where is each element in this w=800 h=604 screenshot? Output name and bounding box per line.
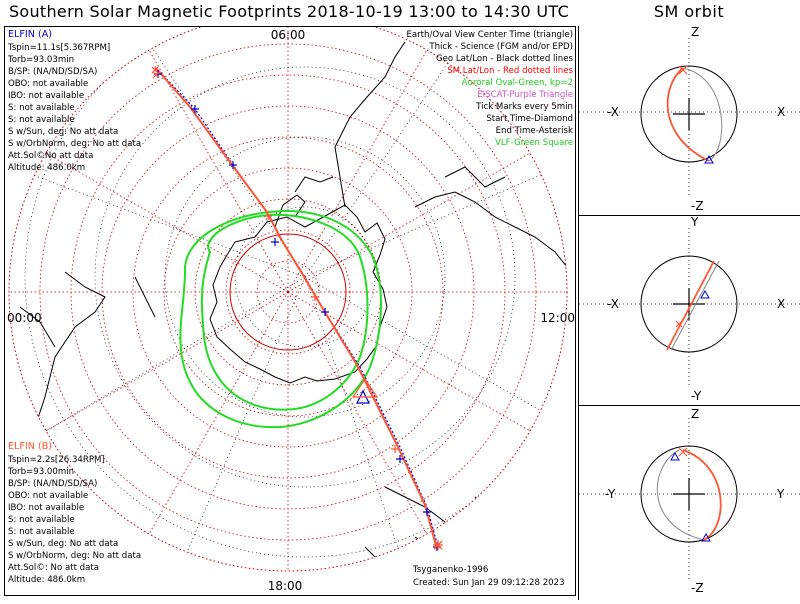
satellite-a-info: ELFIN (A) Tspin=11.1s[5.367RPM] Torb=93.…: [7, 29, 141, 173]
geo-grid: [9, 13, 567, 571]
sm-axis-label: Y: [776, 487, 785, 501]
sm-axis-label: -X: [607, 105, 619, 119]
coastlines: [19, 41, 567, 571]
satellite-b-line: Tspin=2.2s[26.34RPM]: [7, 455, 105, 465]
legend-entry: Thick - Science (FGM and/or EPD): [428, 42, 573, 52]
satellite-b-line: Torb=93.00min: [7, 467, 74, 477]
sm-pole-circle: [229, 233, 347, 351]
satellite-a-line: IBO: not available: [8, 91, 84, 101]
satellite-a-line: S w/Sun, deg: No att data: [8, 127, 118, 137]
sm-orbit-title: SM orbit: [653, 2, 725, 21]
created-timestamp: Created: Sun Jan 29 09:12:28 2023: [413, 578, 565, 588]
sm-axis-label: Z: [691, 407, 699, 421]
satellite-b-line: OBO: not available: [8, 491, 88, 501]
view-center-triangle: [351, 377, 379, 404]
satellite-b-name: ELFIN (B): [8, 441, 52, 452]
time-label-top: 06:00: [271, 28, 306, 42]
sm-axis-label: X: [777, 105, 785, 119]
sm-axis-label: -Y: [691, 389, 702, 403]
time-label-right: 12:00: [540, 311, 575, 325]
satellite-b-line: Att.Sol©: No att data: [8, 563, 99, 573]
sm-orbit-panel-xy: Y -Y -X X: [578, 215, 800, 406]
legend-entry: Auroral Oval-Green, kp=2: [462, 78, 573, 88]
satellite-b-line: Altitude: 486.0km: [8, 575, 85, 585]
legend-entry: VLF-Green Square: [495, 138, 573, 148]
sm-longitude-lines: [9, 13, 567, 571]
satellite-a-line: Altitude: 486.0km: [8, 163, 85, 173]
sm-axis-label: Z: [691, 26, 699, 39]
sm-axis-label: Y: [690, 216, 699, 229]
footprint-map-panel: 06:00 00:00 12:00 18:00 ELFIN (A) Tspin=…: [4, 12, 576, 596]
satellite-b-line: B/SP: (NA/ND/SD/SA): [8, 479, 97, 489]
map-legend: Earth/Oval View Center Time (triangle) T…: [406, 30, 573, 148]
legend-entry: Start Time-Diamond: [486, 114, 573, 124]
satellite-a-line: B/SP: (NA/ND/SD/SA): [8, 67, 97, 77]
satellite-a-line: S: not available: [8, 115, 75, 125]
time-label-bottom: 18:00: [268, 579, 303, 593]
orbit-track-b: [154, 66, 438, 550]
model-credit: Tsyganenko-1996: [412, 565, 488, 575]
satellite-b-line: S: not available: [8, 527, 75, 537]
sm-orbit-panel-yz: Z -Z -Y Y: [578, 406, 800, 600]
satellite-a-line: OBO: not available: [8, 79, 88, 89]
sm-axis-label: -Z: [691, 581, 704, 595]
satellite-a-line: S: not available: [8, 103, 75, 113]
sm-orbit-panel-xz: Z -Z -X X: [578, 25, 800, 216]
legend-entry: Tick Marks every 5min: [475, 102, 573, 112]
satellite-a-name: ELFIN (A): [8, 29, 52, 40]
legend-entry: End Time-Asterisk: [496, 126, 573, 136]
map-title: Southern Solar Magnetic Footprints 2018-…: [8, 2, 570, 21]
auroral-oval: [179, 210, 382, 429]
sm-axis-label: -Y: [605, 487, 616, 501]
orbit-track-a: [157, 69, 439, 548]
legend-entry: Geo Lat/Lon - Black dotted lines: [436, 54, 574, 64]
satellite-b-line: S w/Sun, deg: No att data: [8, 539, 118, 549]
legend-entry: EISCAT-Purple Triangle: [477, 90, 573, 100]
sm-axis-label: -Z: [691, 199, 704, 213]
satellite-a-line: Att.Sol©No att data: [8, 151, 93, 161]
end-time-asterisk: [151, 66, 443, 550]
footprint-map-svg: 06:00 00:00 12:00 18:00 ELFIN (A) Tspin=…: [7, 12, 575, 593]
sm-axis-label: -X: [607, 297, 619, 311]
satellite-b-line: S: not available: [8, 515, 75, 525]
satellite-a-line: Tspin=11.1s[5.367RPM]: [7, 43, 110, 53]
satellite-b-info: ELFIN (B) Tspin=2.2s[26.34RPM] Torb=93.0…: [7, 441, 141, 585]
time-label-left: 00:00: [7, 311, 42, 325]
satellite-a-line: Torb=93.03min: [7, 55, 74, 65]
satellite-a-line: S w/OrbNorm, deg: No att data: [8, 139, 141, 149]
satellite-b-line: IBO: not available: [8, 503, 84, 513]
legend-entry: SM Lat/Lon - Red dotted lines: [447, 66, 573, 76]
sm-axis-label: X: [777, 297, 785, 311]
legend-entry: Earth/Oval View Center Time (triangle): [406, 30, 573, 40]
track-tick-marks-b: [152, 71, 399, 453]
satellite-b-line: S w/OrbNorm, deg: No att data: [8, 551, 141, 561]
